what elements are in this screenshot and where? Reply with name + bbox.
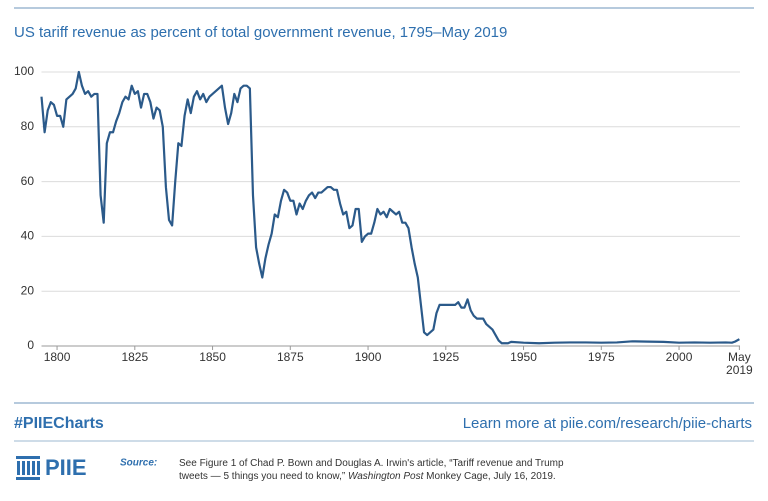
x-tick-label: May 2019 xyxy=(726,350,753,377)
chart-title: US tariff revenue as percent of total go… xyxy=(14,24,507,41)
link[interactable]: Learn more at piie.com/research/piie-cha… xyxy=(463,415,752,432)
logo-icon xyxy=(16,456,40,480)
y-tick-label: 60 xyxy=(21,174,35,188)
x-tick-label: 1800 xyxy=(43,350,71,364)
x-tick-label: 2000 xyxy=(665,350,693,364)
x-tick-label: 1950 xyxy=(510,350,537,364)
source-part: Washington Post xyxy=(347,471,424,482)
data-line xyxy=(40,70,740,345)
y-tick-label: 0 xyxy=(27,338,34,352)
x-tick-label: 1975 xyxy=(587,350,615,364)
logo-text: PIIE xyxy=(45,455,87,480)
y-tick-label: 20 xyxy=(21,283,35,297)
y-tick-label: 40 xyxy=(21,229,35,243)
y-tick-label: 80 xyxy=(21,119,35,133)
x-tick-label: 1925 xyxy=(432,350,460,364)
source-text: See Figure 1 of Chad P. Bown and Douglas… xyxy=(179,457,579,483)
hashtag: #PIIECharts xyxy=(14,415,104,432)
source-label: Source: xyxy=(120,458,157,469)
source-part: Monkey Cage, July 16, 2019. xyxy=(423,471,556,482)
x-tick-label: 1825 xyxy=(121,350,149,364)
x-tick-label: 1900 xyxy=(354,350,382,364)
y-tick-label: 100 xyxy=(14,64,34,78)
source-part: See Figure 1 of Chad P. Bown and Douglas… xyxy=(179,458,564,482)
x-tick-label: 1875 xyxy=(276,350,304,364)
x-tick-label: 1850 xyxy=(199,350,226,364)
